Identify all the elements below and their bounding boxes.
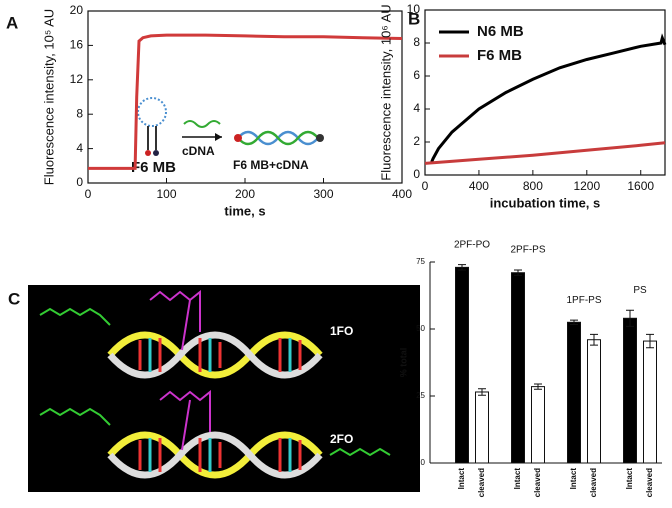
y-tick-label: 10: [407, 2, 421, 16]
y-tick-label: 8: [413, 35, 420, 49]
legend-label: F6 MB: [477, 47, 522, 64]
molecule-illustration: [28, 285, 420, 492]
molecule-label: 2FO: [330, 432, 353, 446]
data-line: [424, 141, 666, 165]
x-axis-label: time, s: [224, 203, 265, 218]
y-tick-label: 50: [416, 324, 425, 333]
inset-illustration: [137, 97, 324, 156]
molecule-label: 1FO: [330, 324, 353, 338]
annotation: F6 MB+cDNA: [233, 158, 309, 172]
bar: [567, 321, 581, 464]
y-tick-label: 0: [76, 175, 83, 189]
x-tick-label: Intact: [513, 468, 522, 490]
x-tick-label: cleaved: [477, 468, 486, 497]
y-tick-label: 75: [416, 257, 425, 266]
panel-label: A: [6, 13, 18, 32]
x-tick-label: cleaved: [533, 468, 542, 497]
x-tick-label: cleaved: [645, 468, 654, 497]
y-tick-label: 12: [70, 72, 84, 86]
error-bar: [514, 269, 522, 276]
group-label: 1PF-PS: [566, 295, 601, 306]
x-tick-label: 200: [235, 187, 255, 201]
x-axis-label: incubation time, s: [490, 195, 601, 210]
y-tick-label: 16: [70, 38, 84, 52]
x-tick-label: cleaved: [589, 468, 598, 497]
y-tick-label: 25: [416, 391, 425, 400]
x-tick-label: 400: [469, 179, 489, 193]
group-label: 2PF-PO: [454, 239, 490, 250]
error-bar: [458, 264, 466, 271]
bar: [623, 317, 637, 464]
error-bar: [570, 319, 578, 325]
legend-label: N6 MB: [477, 23, 524, 40]
y-tick-label: 2: [413, 134, 420, 148]
x-tick-label: Intact: [569, 468, 578, 490]
x-tick-label: 0: [422, 179, 429, 193]
plot-frame: [424, 9, 666, 176]
bar: [587, 339, 601, 464]
x-tick-label: 100: [156, 187, 176, 201]
error-bar: [646, 333, 654, 349]
y-axis-label: Fluorescence intensity, 10⁵ AU: [41, 9, 56, 185]
group-label: PS: [633, 285, 647, 296]
x-tick-label: 1200: [573, 179, 600, 193]
panel-label: B: [408, 9, 420, 28]
y-tick-label: 4: [413, 101, 420, 115]
error-bar: [626, 309, 634, 327]
error-bar: [478, 388, 486, 396]
y-axis-label: Fluorescence intensity, 10⁶ AU: [378, 4, 393, 180]
bar: [643, 340, 657, 464]
annotation: cDNA: [182, 144, 215, 158]
panel-label: C: [8, 289, 20, 308]
data-line: [430, 33, 667, 163]
y-axis-label: % total: [398, 348, 408, 378]
x-tick-label: 400: [392, 187, 412, 201]
x-tick-label: 0: [85, 187, 92, 201]
bar: [455, 266, 469, 464]
y-tick-label: 20: [70, 3, 84, 17]
y-tick-label: 0: [421, 458, 426, 467]
bar: [475, 391, 489, 464]
bar: [511, 272, 525, 464]
x-tick-label: Intact: [457, 468, 466, 490]
x-tick-label: 300: [313, 187, 333, 201]
y-tick-label: 0: [413, 167, 420, 181]
x-tick-label: Intact: [625, 468, 634, 490]
x-tick-label: 1600: [627, 179, 654, 193]
y-tick-label: 8: [76, 106, 83, 120]
data-line: [88, 33, 403, 170]
y-tick-label: 6: [413, 68, 420, 82]
bar: [531, 386, 545, 464]
error-bar: [590, 333, 598, 346]
annotation: F6 MB: [131, 159, 176, 176]
error-bar: [534, 383, 542, 390]
x-tick-label: 800: [523, 179, 543, 193]
y-tick-label: 4: [76, 141, 83, 155]
group-label: 2PF-PS: [510, 245, 545, 256]
